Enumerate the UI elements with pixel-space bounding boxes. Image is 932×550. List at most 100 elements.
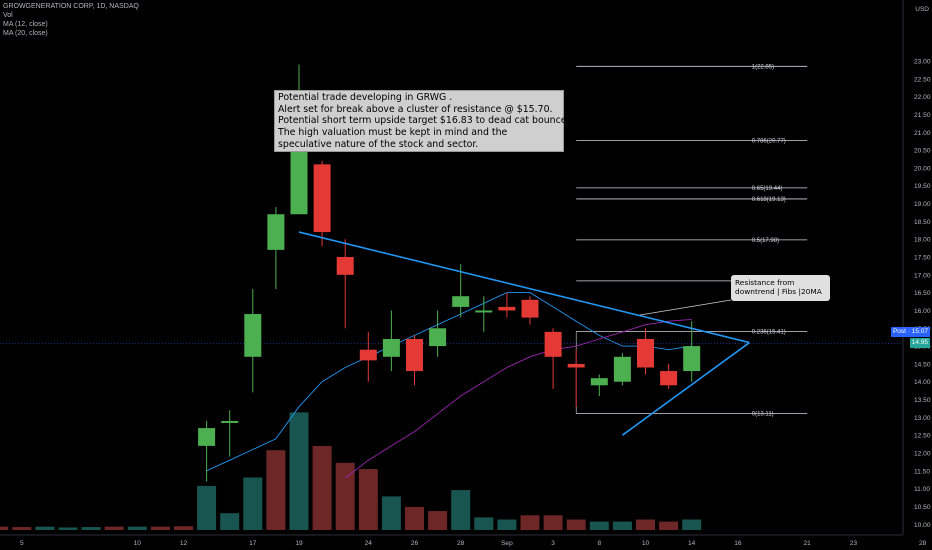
ma12-label[interactable]: MA (12, close) [3, 21, 48, 28]
volume-bar [12, 527, 32, 530]
volume-bar [104, 526, 124, 530]
fib-level-label: 0.786(20.77) [752, 138, 786, 144]
volume-bar [81, 527, 101, 530]
time-tick-label: 12 [180, 540, 188, 547]
note-line: Alert set for break above a cluster of r… [278, 103, 553, 115]
price-tick-label: 22.50 [914, 76, 931, 83]
price-tick-label: 13.50 [914, 397, 931, 404]
volume-bar [58, 527, 78, 530]
volume-bar [312, 446, 332, 530]
callout-line: Resistance from [735, 278, 795, 287]
volume-bar [636, 519, 655, 530]
symbol-title[interactable]: GROWGENERATION CORP, 1D, NASDAQ [3, 3, 139, 10]
note-line: speculative nature of the stock and sect… [278, 138, 479, 150]
note-line: Potential short term upside target $16.8… [278, 115, 586, 127]
fib-level-label: 0.65(19.44) [752, 186, 783, 192]
ma20-label[interactable]: MA (20, close) [3, 30, 48, 37]
time-tick-label: 3 [551, 540, 555, 547]
candle-body [221, 420, 239, 423]
note-line: Potential trade developing in GRWG . [278, 92, 453, 103]
candle-body [244, 314, 262, 357]
fib-level-label: 0.236(15.41) [752, 329, 786, 335]
trade-note[interactable]: Potential trade developing in GRWG . Ale… [274, 90, 586, 152]
price-tick-label: 22.00 [914, 94, 931, 101]
price-tick-label: 18.50 [914, 219, 931, 226]
volume-bar [612, 521, 632, 530]
candle-body [336, 257, 354, 275]
candle-body [313, 164, 331, 233]
volume-bar [266, 450, 286, 530]
candle-body [429, 328, 447, 347]
volume-bar [289, 412, 309, 530]
volume-bar [405, 506, 424, 530]
volume-bar [0, 526, 9, 530]
price-tick-label: 13.00 [914, 415, 931, 422]
upper-trendline [298, 231, 750, 344]
volume-bar [543, 515, 563, 530]
time-tick-label: 14 [688, 540, 696, 547]
time-tick-label: 24 [365, 540, 373, 547]
fib-level-label: 1(22.85) [752, 64, 774, 70]
ma12-line [206, 292, 692, 472]
price-tick-label: 12.50 [914, 433, 931, 440]
price-tick-label: 17.50 [914, 255, 931, 262]
price-tick-label: 20.00 [914, 165, 931, 172]
time-tick-label: 19 [295, 540, 303, 547]
volume-bar [243, 477, 263, 530]
price-tick-label: 10.50 [914, 504, 931, 511]
candle-body [498, 306, 516, 311]
price-tick-label: 12.00 [914, 451, 931, 458]
candle-body [660, 371, 678, 386]
candle-body [475, 310, 493, 313]
volume-bar [474, 517, 494, 530]
price-tick-label: 19.50 [914, 183, 931, 190]
candle-body [613, 356, 631, 382]
chart-legend: GROWGENERATION CORP, 1D, NASDAQ Vol MA (… [3, 2, 139, 38]
callout-line: downtrend | Fibs |20MA [735, 287, 822, 296]
volume-label[interactable]: Vol [3, 12, 13, 19]
price-tick-label: 17.00 [914, 272, 931, 279]
note-line: The high valuation must be kept in mind … [278, 127, 508, 139]
time-tick-label: 26 [411, 540, 419, 547]
price-tick-label: 11.50 [914, 468, 930, 475]
volume-bar [428, 511, 448, 530]
price-tick-label: 14.00 [914, 379, 931, 386]
volume-bar [497, 519, 517, 530]
resistance-callout[interactable]: Resistance from downtrend | Fibs |20MA [731, 275, 830, 301]
volume-bar [381, 496, 401, 530]
volume-bar [174, 526, 193, 530]
time-tick-label: 28 [457, 540, 465, 547]
time-tick-label: 21 [804, 540, 812, 547]
candle-body [382, 338, 400, 357]
time-tick-label: 28 [919, 540, 927, 547]
callout-pointer [639, 299, 732, 316]
price-tick-label: 21.50 [914, 112, 931, 119]
last-price-tag: 14.95 [909, 338, 930, 348]
volume-bar [127, 526, 147, 530]
time-tick-label: Sep [501, 540, 513, 547]
post-price-tag: Post · 15.07 [890, 327, 930, 337]
volume-bar [589, 521, 609, 530]
volume-bar [659, 521, 679, 530]
currency-label: USD [915, 6, 929, 13]
candle-body [544, 331, 562, 357]
volume-bar [358, 469, 378, 530]
volume-bar [335, 462, 355, 530]
volume-bar [150, 526, 170, 530]
time-tick-label: 8 [597, 540, 601, 547]
candle-body [590, 378, 608, 386]
ma20-line [344, 318, 692, 479]
time-tick-label: 16 [734, 540, 742, 547]
candle-body [452, 296, 470, 307]
lower-trendline [621, 341, 750, 436]
candle-body [521, 299, 539, 318]
price-tick-label: 16.50 [914, 290, 931, 297]
time-tick-label: 5 [20, 540, 24, 547]
time-tick-label: 10 [642, 540, 650, 547]
price-tick-label: 18.00 [914, 237, 931, 244]
volume-bar [520, 515, 540, 530]
price-tick-label: 16.00 [914, 308, 931, 315]
volume-bar [197, 485, 217, 530]
volume-bar [682, 519, 702, 530]
